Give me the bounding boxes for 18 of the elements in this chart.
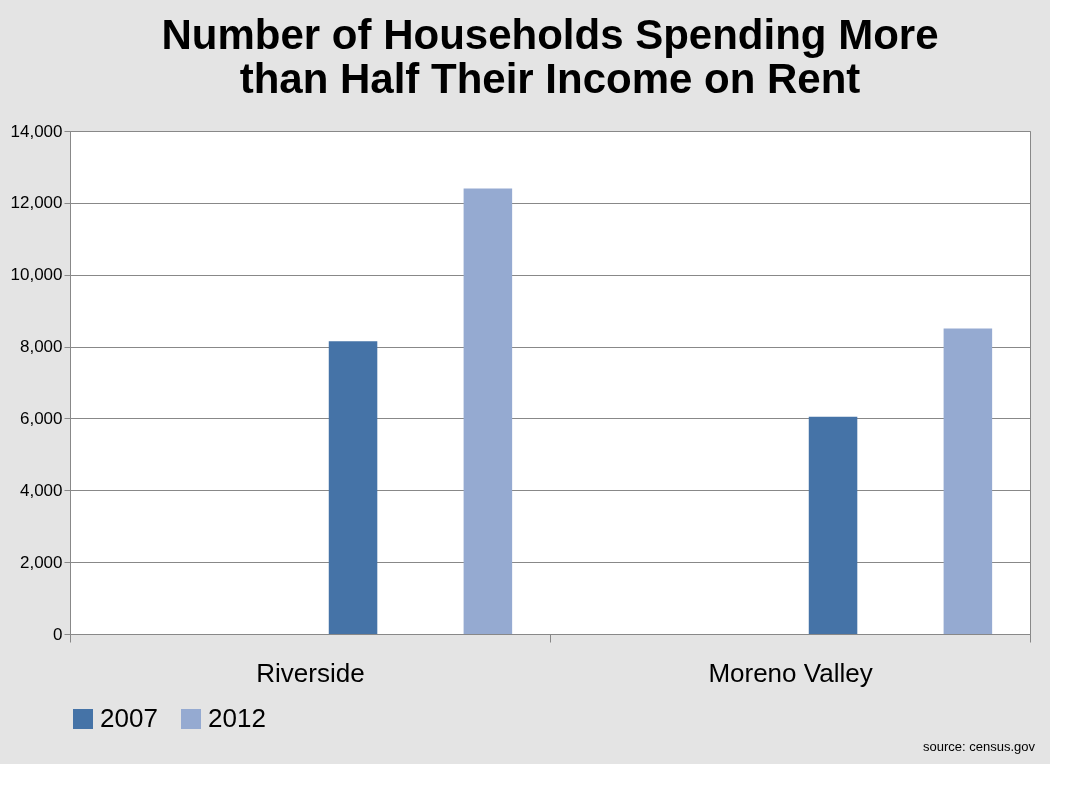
x-tick-label: Moreno Valley xyxy=(708,657,873,688)
y-tick-label: 10,000 xyxy=(10,265,63,285)
y-tick-label: 6,000 xyxy=(19,408,63,428)
bar xyxy=(943,328,993,634)
bar xyxy=(808,416,858,634)
bar xyxy=(463,188,513,634)
legend-label: 2012 xyxy=(208,703,266,733)
bar xyxy=(328,341,378,634)
x-tick-label: Riverside xyxy=(256,657,365,688)
chart-title: Number of Households Spending More than Half Their Income on Rent xyxy=(161,11,939,102)
source-note: source: census.gov xyxy=(922,739,1036,754)
y-tick-label: 0 xyxy=(53,624,63,644)
y-tick-label: 8,000 xyxy=(19,337,63,357)
y-tick-label: 12,000 xyxy=(10,193,63,213)
y-tick-label: 2,000 xyxy=(19,552,63,572)
y-tick-label: 4,000 xyxy=(19,480,63,500)
y-tick-label: 14,000 xyxy=(10,121,63,141)
legend-label: 2007 xyxy=(100,703,158,733)
